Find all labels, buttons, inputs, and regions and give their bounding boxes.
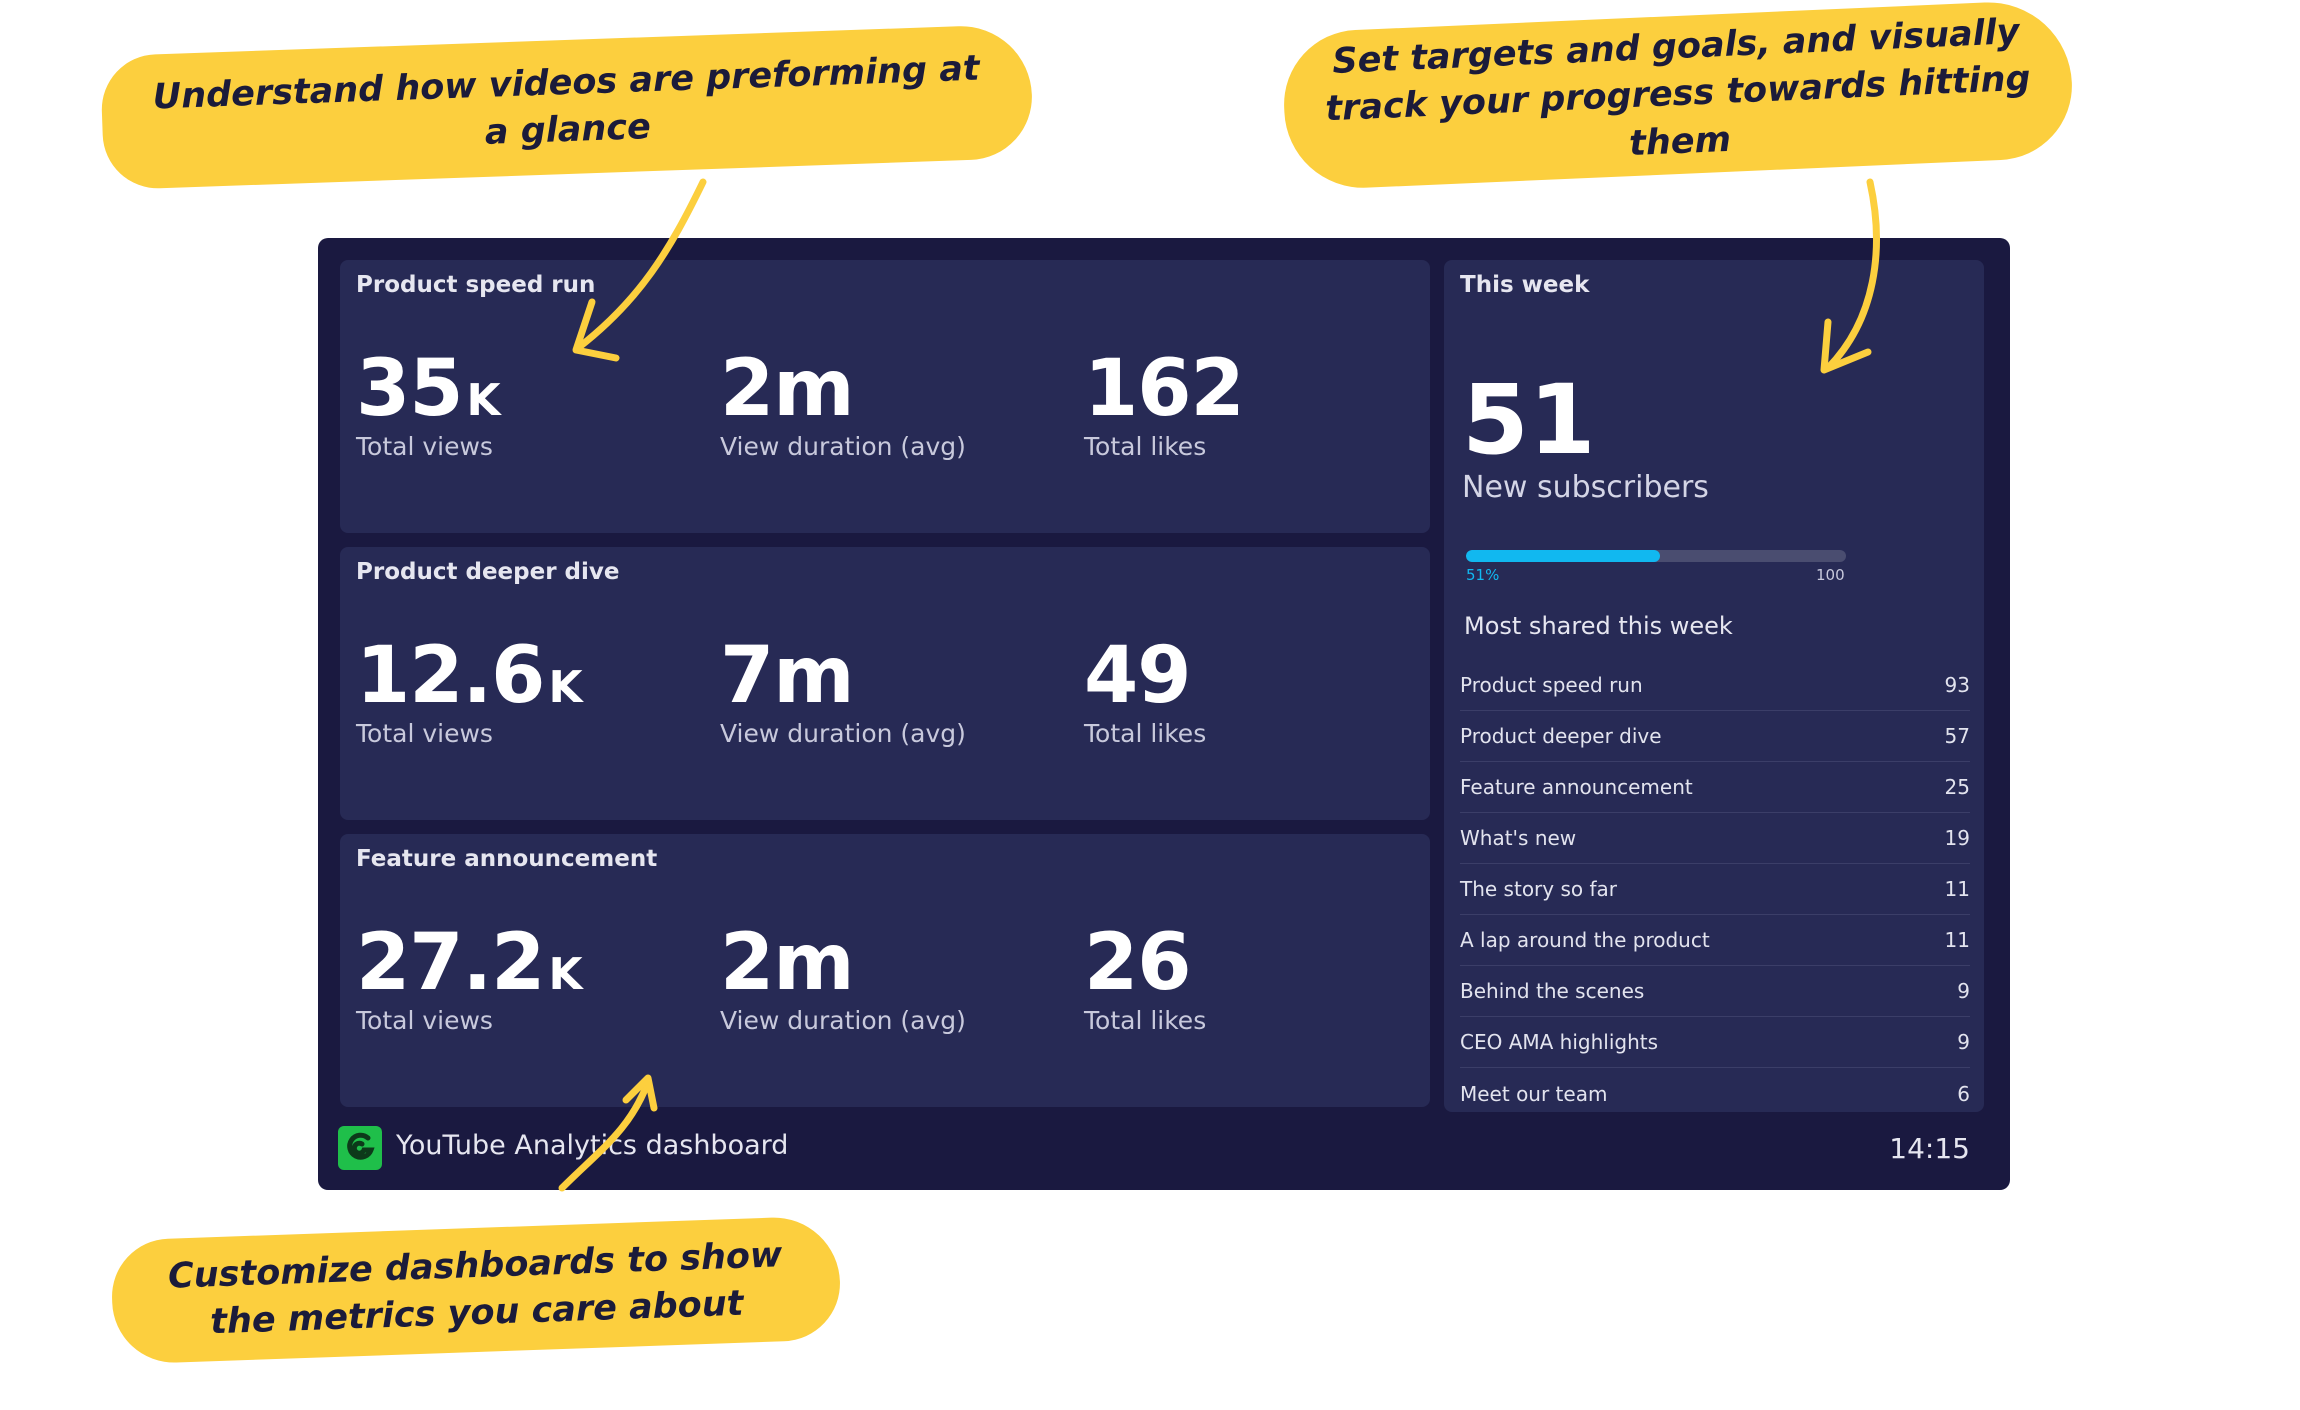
video-name: Product speed run: [1460, 673, 1643, 697]
clock: 14:15: [1889, 1132, 1970, 1165]
callout-customize-text: Customize dashboards to show the metrics…: [167, 1235, 783, 1343]
goal-progress-percent: 51%: [1466, 566, 1500, 584]
share-count: 57: [1944, 724, 1970, 748]
metric-label: Total views: [356, 1006, 493, 1035]
metric-total-views: 35K Total views: [356, 350, 501, 461]
subscriber-count: 51: [1462, 364, 1596, 476]
metric-value: 27.2: [356, 918, 545, 1008]
metric-total-views: 12.6K Total views: [356, 637, 583, 748]
callout-customize: Customize dashboards to show the metrics…: [110, 1215, 842, 1365]
metric-label: View duration (avg): [720, 432, 966, 461]
this-week-card: This week 51 New subscribers 51% 100 Mos…: [1444, 260, 1984, 1112]
list-item[interactable]: A lap around the product 11: [1460, 915, 1970, 966]
share-count: 11: [1944, 928, 1970, 952]
goal-progress-fill: [1466, 550, 1660, 562]
share-count: 93: [1944, 673, 1970, 697]
video-name: CEO AMA highlights: [1460, 1030, 1659, 1054]
metric-total-likes: 162 Total likes: [1084, 350, 1245, 461]
video-name: Product deeper dive: [1460, 724, 1662, 748]
metric-unit: K: [466, 375, 501, 426]
app-logo-icon: [338, 1126, 382, 1170]
dashboard-panel: Product speed run 35K Total views 2m Vie…: [318, 238, 2010, 1190]
share-count: 9: [1957, 979, 1970, 1003]
metric-value: 2m: [720, 344, 855, 434]
metric-label: Total views: [356, 719, 493, 748]
subscriber-label: New subscribers: [1462, 470, 1709, 505]
metric-view-duration: 7m View duration (avg): [720, 637, 966, 748]
metric-unit: K: [548, 949, 583, 1000]
share-count: 9: [1957, 1030, 1970, 1054]
list-item[interactable]: Product speed run 93: [1460, 660, 1970, 711]
list-item[interactable]: Product deeper dive 57: [1460, 711, 1970, 762]
video-name: Feature announcement: [1460, 775, 1693, 799]
metric-total-views: 27.2K Total views: [356, 924, 583, 1035]
metric-label: Total likes: [1084, 719, 1207, 748]
share-count: 19: [1944, 826, 1970, 850]
metric-label: View duration (avg): [720, 1006, 966, 1035]
most-shared-title: Most shared this week: [1464, 612, 1733, 640]
metric-value: 162: [1084, 344, 1245, 434]
share-count: 25: [1944, 775, 1970, 799]
video-name: The story so far: [1460, 877, 1618, 901]
metric-value: 35: [356, 344, 464, 434]
metric-label: View duration (avg): [720, 719, 966, 748]
metric-label: Total likes: [1084, 1006, 1207, 1035]
card-title: Product speed run: [356, 272, 596, 298]
metric-value: 2m: [720, 918, 855, 1008]
share-count: 11: [1944, 877, 1970, 901]
video-name: A lap around the product: [1460, 928, 1710, 952]
list-item[interactable]: Meet our team 6: [1460, 1068, 1970, 1119]
metric-unit: K: [548, 662, 583, 713]
video-card-deeper-dive[interactable]: Product deeper dive 12.6K Total views 7m…: [340, 547, 1430, 820]
card-title: Product deeper dive: [356, 559, 620, 585]
video-name: What's new: [1460, 826, 1577, 850]
list-item[interactable]: What's new 19: [1460, 813, 1970, 864]
card-title: Feature announcement: [356, 846, 658, 872]
metric-value: 49: [1084, 631, 1192, 721]
video-name: Behind the scenes: [1460, 979, 1645, 1003]
metric-view-duration: 2m View duration (avg): [720, 924, 966, 1035]
metric-view-duration: 2m View duration (avg): [720, 350, 966, 461]
callout-targets-text: Set targets and goals, and visually trac…: [1324, 12, 2032, 164]
video-card-speed-run[interactable]: Product speed run 35K Total views 2m Vie…: [340, 260, 1430, 533]
metric-total-likes: 49 Total likes: [1084, 637, 1206, 748]
goal-progress-max: 100: [1816, 566, 1845, 584]
list-item[interactable]: CEO AMA highlights 9: [1460, 1017, 1970, 1068]
callout-glance-text: Understand how videos are preforming at …: [152, 48, 981, 153]
list-item[interactable]: Feature announcement 25: [1460, 762, 1970, 813]
most-shared-list: Product speed run 93 Product deeper dive 5…: [1460, 660, 1970, 1119]
metric-value: 26: [1084, 918, 1192, 1008]
metric-label: Total likes: [1084, 432, 1207, 461]
video-name: Meet our team: [1460, 1081, 1608, 1106]
dashboard-title: YouTube Analytics dashboard: [396, 1130, 789, 1161]
share-count: 6: [1957, 1081, 1970, 1106]
list-item[interactable]: The story so far 11: [1460, 864, 1970, 915]
card-title: This week: [1460, 272, 1590, 298]
metric-value: 7m: [720, 631, 855, 721]
goal-progress-bar: [1466, 550, 1846, 562]
metric-label: Total views: [356, 432, 493, 461]
list-item[interactable]: Behind the scenes 9: [1460, 966, 1970, 1017]
callout-glance: Understand how videos are preforming at …: [99, 23, 1035, 191]
metric-value: 12.6: [356, 631, 545, 721]
metric-total-likes: 26 Total likes: [1084, 924, 1206, 1035]
video-card-feature-announcement[interactable]: Feature announcement 27.2K Total views 2…: [340, 834, 1430, 1107]
callout-targets: Set targets and goals, and visually trac…: [1280, 0, 2076, 192]
